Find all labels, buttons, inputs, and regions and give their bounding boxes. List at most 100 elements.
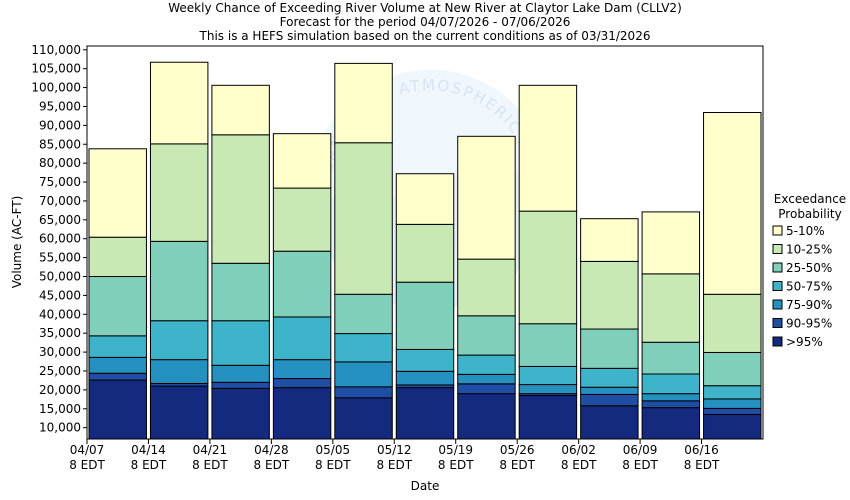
- bar-segment: [334, 293, 393, 335]
- bar-segment: [703, 112, 762, 295]
- bar-segment: [88, 372, 147, 381]
- legend-swatch: [772, 244, 783, 254]
- bar-segment: [88, 379, 147, 440]
- bar-segment: [272, 187, 332, 252]
- x-tick-label-time: 8 EDT: [315, 458, 351, 472]
- legend-title-line-1: Exceedance: [774, 192, 846, 206]
- y-axis: 10,000 15,000 20,000 25,000 30,000 35,000 40,0…: [31, 43, 87, 435]
- chart-title-line-2: Forecast for the period 04/07/2026 - 07/…: [280, 15, 571, 29]
- bar-segment: [457, 135, 516, 260]
- bar-segment: [580, 405, 639, 440]
- bar-segment: [334, 333, 393, 363]
- bar-segment: [457, 258, 516, 317]
- bar-segment: [211, 262, 270, 322]
- legend-entry-label: 90-95%: [786, 317, 832, 331]
- legend-entry-label: 25-50%: [786, 261, 832, 275]
- y-tick-label: 85,000: [39, 137, 81, 151]
- bar-segment: [211, 364, 270, 383]
- bar-segment: [395, 370, 455, 386]
- bar-segment: [395, 173, 455, 225]
- y-tick-label: 35,000: [39, 326, 81, 340]
- bar-segment: [149, 320, 209, 361]
- x-tick-label-date: 06/02: [561, 443, 596, 457]
- y-tick-label: 110,000: [31, 43, 81, 57]
- bar-segment: [518, 395, 578, 440]
- legend-entry-label: 75-90%: [786, 298, 832, 312]
- legend-title-line-2: Probability: [778, 207, 841, 221]
- x-tick-label-date: 05/26: [500, 443, 535, 457]
- bar-segment: [211, 320, 270, 366]
- bar-segment: [518, 365, 578, 386]
- bar-segment: [457, 373, 516, 385]
- x-tick-label-time: 8 EDT: [499, 458, 535, 472]
- bar-segment: [641, 341, 701, 375]
- bar-segment: [272, 359, 332, 380]
- x-tick-label-time: 8 EDT: [376, 458, 412, 472]
- y-tick-label: 70,000: [39, 194, 81, 208]
- bar-segment: [641, 407, 701, 440]
- bar-segment: [88, 236, 147, 278]
- bar-segment: [703, 398, 762, 409]
- bar-segment: [88, 335, 147, 358]
- bar-segment: [580, 328, 639, 369]
- y-tick-label: 30,000: [39, 345, 81, 359]
- x-tick-label-date: 05/05: [316, 443, 351, 457]
- y-tick-label: 95,000: [39, 99, 81, 113]
- x-axis-label: Date: [411, 479, 440, 493]
- bar-segment: [211, 134, 270, 264]
- bar-segment: [272, 387, 332, 440]
- bar-segment: [518, 210, 578, 325]
- x-tick-label-time: 8 EDT: [192, 458, 228, 472]
- x-tick-label-time: 8 EDT: [438, 458, 474, 472]
- bar-segment: [272, 133, 332, 189]
- bar-segment: [334, 142, 393, 295]
- bar-segment: [211, 381, 270, 389]
- bar-segment: [641, 373, 701, 395]
- bars-layer: [88, 61, 762, 440]
- bar-segment: [272, 250, 332, 318]
- bar-segment: [457, 383, 516, 395]
- bar-segment: [149, 61, 209, 145]
- bar-segment: [395, 223, 455, 283]
- x-tick-label-date: 05/12: [377, 443, 412, 457]
- bar-segment: [703, 293, 762, 353]
- y-tick-label: 105,000: [31, 62, 81, 76]
- bar-segment: [395, 387, 455, 440]
- legend-entry-label: 5-10%: [786, 224, 825, 238]
- x-tick-label-date: 06/16: [684, 443, 719, 457]
- bar-segment: [580, 367, 639, 388]
- bar-segment: [518, 323, 578, 367]
- y-tick-label: 60,000: [39, 232, 81, 246]
- legend-entry-label: >95%: [786, 335, 823, 349]
- bar-segment: [703, 351, 762, 387]
- bar-segment: [641, 273, 701, 343]
- y-tick-label: 50,000: [39, 270, 81, 284]
- bar-segment: [703, 385, 762, 400]
- legend-swatch: [772, 281, 783, 291]
- bar-segment: [580, 218, 639, 262]
- y-tick-label: 100,000: [31, 81, 81, 95]
- y-tick-label: 65,000: [39, 213, 81, 227]
- y-tick-label: 90,000: [39, 118, 81, 132]
- x-tick-label-time: 8 EDT: [684, 458, 720, 472]
- bar-segment: [334, 397, 393, 440]
- bar-segment: [703, 407, 762, 415]
- y-axis-label: Volume (AC-FT): [10, 196, 24, 289]
- bar-segment: [149, 143, 209, 242]
- legend-swatch: [772, 225, 783, 236]
- bar-segment: [149, 359, 209, 384]
- bar-segment: [641, 393, 701, 402]
- chart-title-line-1: Weekly Chance of Exceeding River Volume …: [168, 1, 682, 15]
- legend-swatch: [772, 336, 783, 347]
- bar-segment: [334, 62, 393, 144]
- legend-swatch: [772, 299, 783, 310]
- bar-segment: [703, 413, 762, 440]
- legend: Exceedance Probability 5-10% 10-25% 25-50%…: [772, 192, 846, 349]
- bar-segment: [272, 378, 332, 389]
- bar-segment: [518, 84, 578, 212]
- y-tick-label: 10,000: [39, 421, 81, 435]
- bar-segment: [580, 260, 639, 330]
- legend-entry-label: 10-25%: [786, 243, 832, 257]
